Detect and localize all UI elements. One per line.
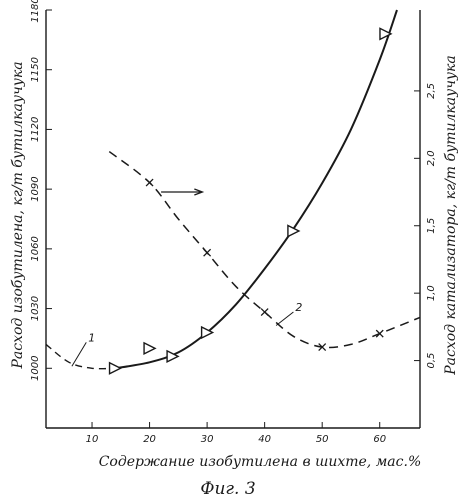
right-tick-label: 0,5 [426, 353, 437, 369]
axes [45, 10, 421, 429]
right-axis-ticks: 0,5 1,0 1,5 2,0 2,5 [414, 83, 437, 369]
series-1-point [143, 341, 157, 356]
x-axis-ticks: 10 20 30 40 50 60 [86, 422, 386, 445]
curves [45, 9, 421, 370]
series-1-point [166, 349, 180, 363]
series-1-point [108, 361, 123, 375]
left-tick-label: 1150 [30, 57, 41, 82]
series-2-point [203, 248, 212, 257]
left-tick-label: 1180 [30, 0, 41, 23]
series-1-leader [71, 342, 87, 367]
series-2-point [375, 329, 384, 338]
left-tick-label: 1060 [30, 236, 41, 261]
x-tick-label: 10 [86, 434, 99, 445]
series-2-point [260, 308, 269, 316]
left-tick-label: 1120 [30, 117, 41, 142]
right-tick-label: 1,0 [426, 285, 437, 301]
series-2-point [318, 343, 327, 352]
figure-caption: Фиг. 3 [200, 479, 255, 499]
series-1-point [379, 27, 393, 41]
right-axis-arrow-head [194, 188, 205, 196]
series-2-leader [275, 311, 294, 326]
x-tick-label: 30 [201, 434, 214, 445]
left-tick-label: 1000 [30, 356, 41, 381]
x-tick-label: 60 [373, 434, 386, 445]
right-tick-label: 1,5 [426, 218, 437, 234]
right-tick-label: 2,5 [426, 83, 437, 99]
markers [108, 27, 393, 375]
right-axis-title: Расход катализатора, кг/т бутилкаучука [443, 55, 459, 376]
x-tick-label: 20 [143, 434, 156, 445]
series-1-point [200, 325, 215, 340]
series-2-point [145, 178, 154, 187]
series-1-dashed-line [45, 343, 116, 370]
series-1-label: 1 [88, 331, 95, 344]
x-axis-title: Содержание изобутилена в шихте, мас.% [99, 454, 422, 470]
series-2-line [108, 150, 421, 349]
right-tick-label: 2,0 [426, 150, 437, 166]
x-tick-label: 50 [316, 434, 329, 445]
series-1-line [114, 9, 398, 370]
left-axis-ticks: 1000 1030 1060 1090 1120 1150 1180 [30, 0, 52, 381]
left-tick-label: 1030 [30, 296, 41, 321]
series-1-point [287, 224, 301, 238]
left-tick-label: 1090 [30, 176, 41, 201]
annotations: 12 [71, 188, 302, 367]
series-2-label: 2 [295, 301, 302, 314]
left-axis-title: Расход изобутилена, кг/т бутилкаучука [10, 61, 26, 369]
x-tick-label: 40 [258, 434, 271, 445]
